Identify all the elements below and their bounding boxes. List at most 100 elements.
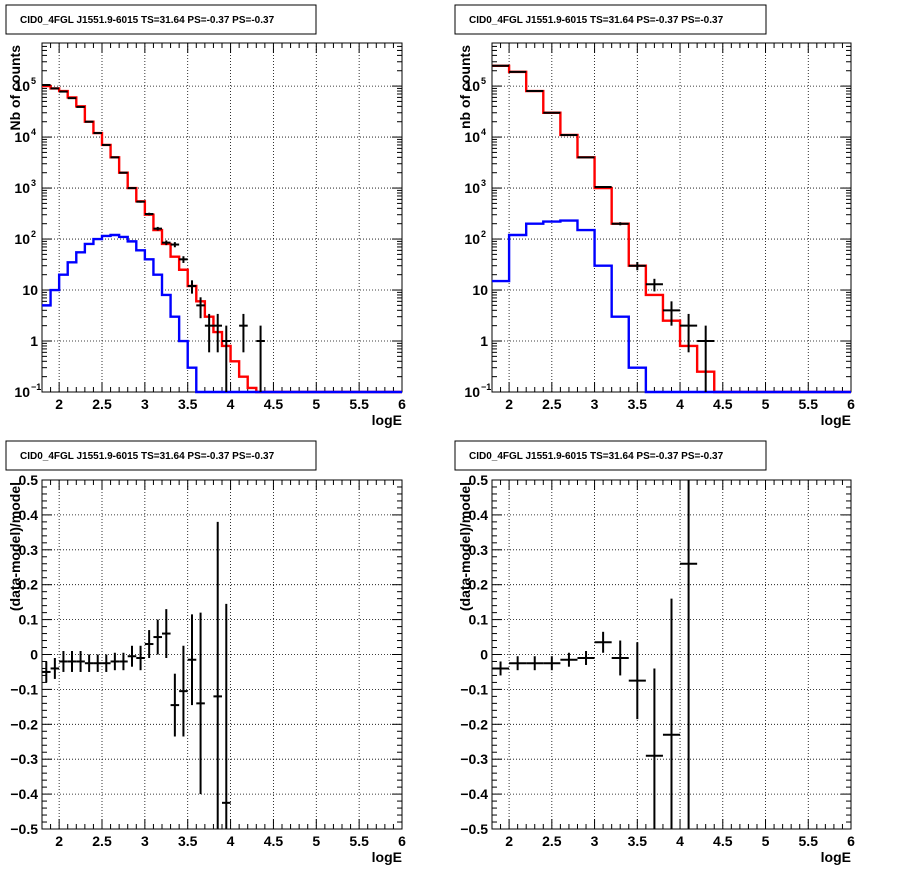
chart-panel-4: CID0_4FGL J1551.9-6015 TS=31.64 PS=-0.37… — [454, 440, 855, 865]
x-tick-label: 6 — [847, 396, 855, 412]
y-tick-label: −0.5 — [460, 821, 488, 837]
y-tick-label: 1 — [30, 333, 38, 349]
y-tick-label: −0.1 — [10, 681, 38, 697]
y-tick-label: 10 — [464, 231, 480, 247]
y-tick-label: 10 — [14, 231, 30, 247]
x-tick-label: 6 — [398, 396, 406, 412]
y-tick-exponent: 3 — [481, 178, 486, 188]
data-point — [213, 313, 222, 353]
data-point — [110, 156, 120, 159]
x-tick-label: 2 — [55, 833, 63, 849]
y-tick-label: 0.1 — [19, 612, 39, 628]
x-tick-label: 2 — [505, 396, 513, 412]
x-tick-label: 5.5 — [799, 396, 819, 412]
data-point — [222, 603, 231, 829]
y-tick-label: −0.3 — [10, 751, 38, 767]
x-axis-label: logE — [372, 849, 402, 865]
y-tick-exponent: 2 — [31, 229, 36, 239]
y-tick-exponent: 5 — [31, 76, 36, 86]
y-tick-exponent: 3 — [31, 178, 36, 188]
chart-panel-2: CID0_4FGL J1551.9-6015 TS=31.64 PS=-0.37… — [454, 4, 855, 428]
y-tick-label: 0.2 — [19, 577, 39, 593]
x-tick-label: 4 — [676, 833, 684, 849]
x-tick-label: 5 — [762, 396, 770, 412]
data-point — [509, 656, 527, 671]
y-tick-label: −0.1 — [460, 681, 488, 697]
y-tick-exponent: 2 — [481, 229, 486, 239]
y-axis-label: nb of counts — [457, 45, 473, 129]
data-point — [204, 313, 214, 353]
data-point — [213, 521, 222, 829]
x-tick-label: 5 — [762, 833, 770, 849]
data-point — [611, 640, 629, 676]
y-tick-label: 0.4 — [469, 507, 489, 523]
y-tick-label: 0.3 — [19, 542, 39, 558]
data-point — [628, 261, 646, 271]
data-point — [680, 480, 698, 829]
data-point — [594, 185, 612, 188]
y-tick-exponent: 4 — [481, 127, 486, 137]
x-tick-label: 3 — [591, 396, 599, 412]
data-point — [84, 654, 94, 672]
data-point — [492, 661, 510, 676]
y-axis-label: Nb of counts — [7, 45, 23, 131]
chart-title: CID0_4FGL J1551.9-6015 TS=31.64 PS=-0.37… — [20, 451, 275, 462]
x-tick-label: 3 — [141, 396, 149, 412]
source-model-histogram — [42, 233, 402, 394]
x-tick-label: 2.5 — [542, 396, 562, 412]
y-tick-label: 0.1 — [469, 612, 489, 628]
y-tick-label: 10 — [464, 129, 480, 145]
title-box — [5, 440, 317, 471]
chart-title: CID0_4FGL J1551.9-6015 TS=31.64 PS=-0.37… — [20, 15, 275, 26]
data-point — [102, 654, 111, 672]
x-tick-label: 5.5 — [349, 833, 369, 849]
data-point — [611, 222, 629, 226]
x-axis-label: logE — [821, 412, 851, 428]
chart-title: CID0_4FGL J1551.9-6015 TS=31.64 PS=-0.37… — [469, 15, 724, 26]
data-point — [179, 645, 188, 737]
x-tick-label: 5.5 — [799, 833, 819, 849]
data-point — [136, 200, 145, 203]
data-point — [697, 325, 715, 392]
data-point — [59, 651, 68, 672]
x-tick-label: 2 — [55, 396, 63, 412]
y-tick-label: 10 — [22, 282, 38, 298]
data-point — [577, 156, 595, 159]
data-point — [196, 612, 205, 795]
data-point — [110, 652, 120, 671]
x-tick-label: 3.5 — [628, 833, 648, 849]
y-tick-label: 0.3 — [469, 542, 489, 558]
y-tick-label: 10 — [464, 384, 480, 400]
data-point — [239, 313, 248, 353]
x-tick-label: 3.5 — [178, 396, 198, 412]
y-tick-label: 10 — [14, 180, 30, 196]
data-point — [127, 187, 137, 190]
y-tick-label: 10 — [14, 384, 30, 400]
data-point — [119, 171, 128, 174]
data-point — [76, 651, 85, 672]
y-tick-exponent: 4 — [31, 127, 36, 137]
y-tick-label: −0.2 — [460, 716, 488, 732]
x-tick-label: 6 — [847, 833, 855, 849]
y-tick-label: 0.4 — [19, 507, 39, 523]
data-point — [594, 631, 612, 653]
x-tick-label: 3.5 — [178, 833, 198, 849]
data-point — [187, 614, 197, 706]
y-tick-label: −0.3 — [460, 751, 488, 767]
data-point — [543, 656, 561, 671]
y-tick-label: 1 — [480, 333, 488, 349]
title-box — [454, 440, 767, 471]
x-tick-label: 4.5 — [713, 396, 733, 412]
data-point — [67, 651, 77, 672]
data-point — [645, 278, 663, 292]
data-point — [136, 645, 145, 671]
data-point — [93, 654, 102, 672]
data-point — [256, 325, 265, 392]
x-tick-label: 3.5 — [628, 396, 648, 412]
data-point — [222, 325, 231, 392]
x-tick-label: 4.5 — [264, 833, 284, 849]
y-tick-exponent: −1 — [481, 382, 491, 392]
title-box — [5, 4, 317, 35]
y-tick-label: −0.5 — [10, 821, 38, 837]
